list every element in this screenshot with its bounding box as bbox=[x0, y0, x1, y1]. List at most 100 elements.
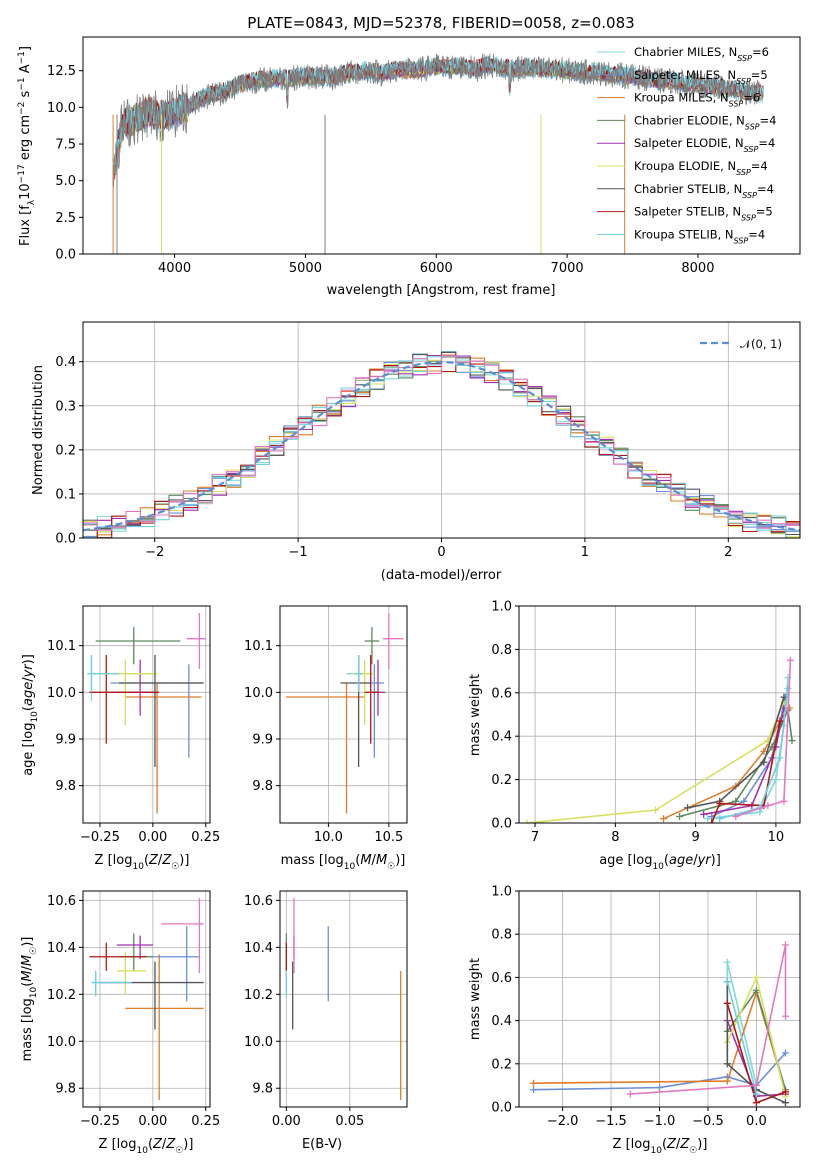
mass_vs_EBV-ytick-label: 9.8 bbox=[252, 1082, 273, 1097]
mass-weight-marker bbox=[723, 999, 731, 1007]
mass-weight-series-line bbox=[663, 707, 791, 820]
age_vs_Z-ytick-label: 10.0 bbox=[47, 686, 76, 701]
age_vs_Z-xtick-label: −0.25 bbox=[80, 830, 120, 845]
mass-weight-marker bbox=[700, 810, 708, 818]
mass-vs-metallicity-ylabel: mass [log10(M/M☉)] bbox=[20, 937, 39, 1062]
residuals-xtick-label: 1 bbox=[581, 545, 589, 560]
legend-label: Chabrier STELIB, NSSP=4 bbox=[634, 182, 774, 200]
mass-weight-marker bbox=[651, 806, 659, 814]
mass-weight-marker bbox=[784, 684, 792, 692]
mass-vs-metallicity-xlabel: Z [log10(Z/Z☉)] bbox=[99, 1137, 194, 1156]
residuals-xtick-label: 0 bbox=[437, 545, 445, 560]
errorbar-point bbox=[340, 655, 371, 767]
errorbar-point bbox=[118, 655, 204, 767]
mass_vs_Z-xtick-label: 0.25 bbox=[191, 1114, 220, 1129]
legend-label: Chabrier ELODIE, NSSP=4 bbox=[634, 113, 776, 130]
errorbar-point bbox=[110, 659, 153, 716]
mass-weight-marker bbox=[684, 804, 692, 812]
mass-weight-marker bbox=[740, 797, 748, 805]
age_vs_mass-xtick-label: 10.5 bbox=[374, 830, 403, 845]
figure-title: PLATE=0843, MJD=52378, FIBERID=0058, z=0… bbox=[247, 14, 634, 32]
age_vs_mass-ytick-label: 10.0 bbox=[244, 686, 273, 701]
legend-label: Salpeter MILES, NSSP=5 bbox=[634, 68, 768, 86]
massweight-vs-metallicity-plot-area: −2.0 −1.5 −1.0 −0.5 0.0 0.0 0.2 0.4 0.6 0.8 1.0 bbox=[491, 885, 801, 1129]
massweight_vs_Z-ytick-label: 0.8 bbox=[491, 928, 512, 943]
residual-histogram-series bbox=[83, 355, 800, 531]
mass-weight-marker bbox=[723, 958, 731, 966]
massweight_vs_Z-xtick-label: −1.5 bbox=[595, 1114, 627, 1129]
mass-weight-marker bbox=[530, 1079, 538, 1087]
mass-weight-marker bbox=[752, 986, 760, 994]
errorbar-point bbox=[125, 683, 202, 814]
spectrum-frame bbox=[82, 36, 801, 255]
spectrum-ytick-label: 12.5 bbox=[47, 64, 76, 79]
massweight_vs_age-xtick-label: 10 bbox=[768, 830, 785, 845]
massweight_vs_age-ytick-label: 0.8 bbox=[491, 643, 512, 658]
errorbar-point bbox=[354, 655, 363, 693]
age_vs_mass-ytick-label: 10.1 bbox=[244, 639, 273, 654]
gaussian-curve bbox=[83, 360, 800, 532]
mass-weight-series-line bbox=[735, 660, 792, 818]
massweight_vs_age-lines bbox=[523, 656, 796, 823]
mass-weight-marker bbox=[788, 737, 796, 745]
mass-weight-marker bbox=[708, 819, 716, 823]
massweight_vs_age-xtick-label: 8 bbox=[611, 830, 619, 845]
mass-weight-marker bbox=[716, 815, 724, 823]
mass_vs_EBV-ytick-label: 10.6 bbox=[244, 894, 273, 909]
errorbar-point bbox=[116, 935, 153, 960]
spectrum-legend: Chabrier MILES, NSSP=6 Salpeter MILES, NS… bbox=[597, 45, 776, 245]
residuals-ytick-label: 0.4 bbox=[55, 355, 76, 370]
mass-weight-series-line bbox=[710, 720, 781, 823]
mass-weight-marker bbox=[523, 819, 531, 823]
age-vs-mass-xlabel: mass [log10(M/M☉)] bbox=[281, 853, 406, 872]
residuals-ylabel: Normed distribution bbox=[31, 365, 46, 495]
spectrum-ytick-label: 0.0 bbox=[55, 248, 76, 263]
massweight_vs_age-frame bbox=[518, 605, 801, 824]
massweight-vs-metallicity-panel: −2.0 −1.5 −1.0 −0.5 0.0 0.0 0.2 0.4 0.6 0.8 1.0 Z … bbox=[468, 885, 801, 1156]
mass-weight-marker bbox=[752, 1090, 760, 1098]
mass-weight-marker bbox=[772, 776, 780, 784]
errorbar-point bbox=[186, 613, 206, 669]
age_vs_mass-points bbox=[286, 613, 404, 814]
mass_vs_Z-xtick-label: 0.00 bbox=[138, 1114, 167, 1129]
massweight_vs_Z-ytick-label: 0.4 bbox=[491, 1014, 512, 1029]
mass-weight-marker bbox=[723, 978, 731, 986]
mass-weight-marker bbox=[723, 1060, 731, 1068]
mass-weight-series-line bbox=[630, 944, 787, 1095]
mass-weight-marker bbox=[776, 754, 784, 762]
mass_vs_Z-ytick-label: 10.6 bbox=[47, 894, 76, 909]
errorbar-point bbox=[144, 926, 200, 1002]
residuals-ytick-label: 0.2 bbox=[55, 443, 76, 458]
mass_vs_Z-ytick-label: 10.2 bbox=[47, 988, 76, 1003]
errorbar-point bbox=[346, 659, 368, 702]
massweight-vs-age-panel: 7 8 9 10 0.0 0.2 0.4 0.6 0.8 1.0 age [log10(age/y… bbox=[468, 600, 801, 872]
age_vs_mass-ytick-label: 9.8 bbox=[252, 779, 273, 794]
massweight_vs_Z-xtick-label: −2.0 bbox=[547, 1114, 579, 1129]
massweight-vs-age-plot-area: 7 8 9 10 0.0 0.2 0.4 0.6 0.8 1.0 bbox=[491, 600, 801, 845]
mass-weight-marker bbox=[776, 717, 784, 725]
mass_vs_EBV-ytick-label: 10.2 bbox=[244, 988, 273, 1003]
mass-weight-marker bbox=[530, 1086, 538, 1094]
mass-weight-marker bbox=[716, 799, 724, 807]
massweight_vs_Z-xtick-label: 0.0 bbox=[746, 1114, 767, 1129]
massweight_vs_age-ytick-label: 1.0 bbox=[491, 600, 512, 615]
age_vs_Z-points bbox=[87, 613, 206, 814]
mass-weight-marker bbox=[626, 1090, 634, 1098]
age_vs_Z-ytick-label: 9.8 bbox=[55, 779, 76, 794]
massweight_vs_Z-ytick-label: 0.2 bbox=[491, 1057, 512, 1072]
mass_vs_EBV-xtick-label: 0.00 bbox=[272, 1114, 301, 1129]
mass_vs_EBV-frame bbox=[279, 890, 408, 1108]
mass-weight-marker bbox=[760, 747, 768, 755]
errorbar-point bbox=[95, 627, 181, 665]
mass-weight-marker bbox=[764, 802, 772, 810]
massweight_vs_Z-ytick-label: 0.0 bbox=[491, 1101, 512, 1116]
mass-vs-metallicity-plot-area: −0.25 0.00 0.25 9.8 10.0 10.2 10.4 10.6 bbox=[47, 890, 220, 1129]
residuals-frame bbox=[82, 321, 801, 539]
massweight_vs_Z-ytick-label: 0.6 bbox=[491, 971, 512, 986]
errorbar-point bbox=[99, 961, 204, 1030]
errorbar-point bbox=[364, 627, 380, 665]
legend-label: Chabrier MILES, NSSP=6 bbox=[634, 45, 769, 63]
mass-weight-marker bbox=[752, 1081, 760, 1089]
errorbar-point bbox=[89, 942, 147, 971]
